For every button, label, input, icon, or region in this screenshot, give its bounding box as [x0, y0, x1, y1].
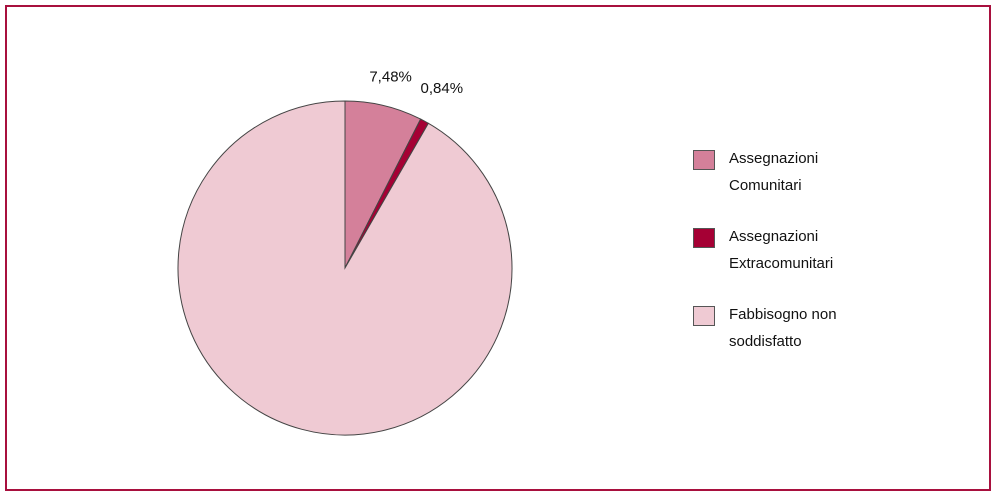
legend-swatch: [693, 306, 715, 326]
legend-swatch: [693, 228, 715, 248]
legend: Assegnazioni Comunitari Assegnazioni Extr…: [693, 150, 869, 384]
legend-label: Fabbisogno non soddisfatto: [729, 306, 837, 350]
legend-label: Assegnazioni Extracomunitari: [729, 228, 834, 272]
data-label: 0,84%: [421, 80, 464, 97]
legend-swatch: [693, 150, 715, 170]
data-label: 7,48%: [369, 68, 412, 85]
legend-item: Assegnazioni Comunitari: [693, 150, 869, 228]
pie-slice: [177, 100, 513, 436]
legend-label: Assegnazioni Comunitari: [729, 150, 819, 194]
legend-item: Assegnazioni Extracomunitari: [693, 228, 869, 306]
legend-item: Fabbisogno non soddisfatto: [693, 306, 869, 384]
